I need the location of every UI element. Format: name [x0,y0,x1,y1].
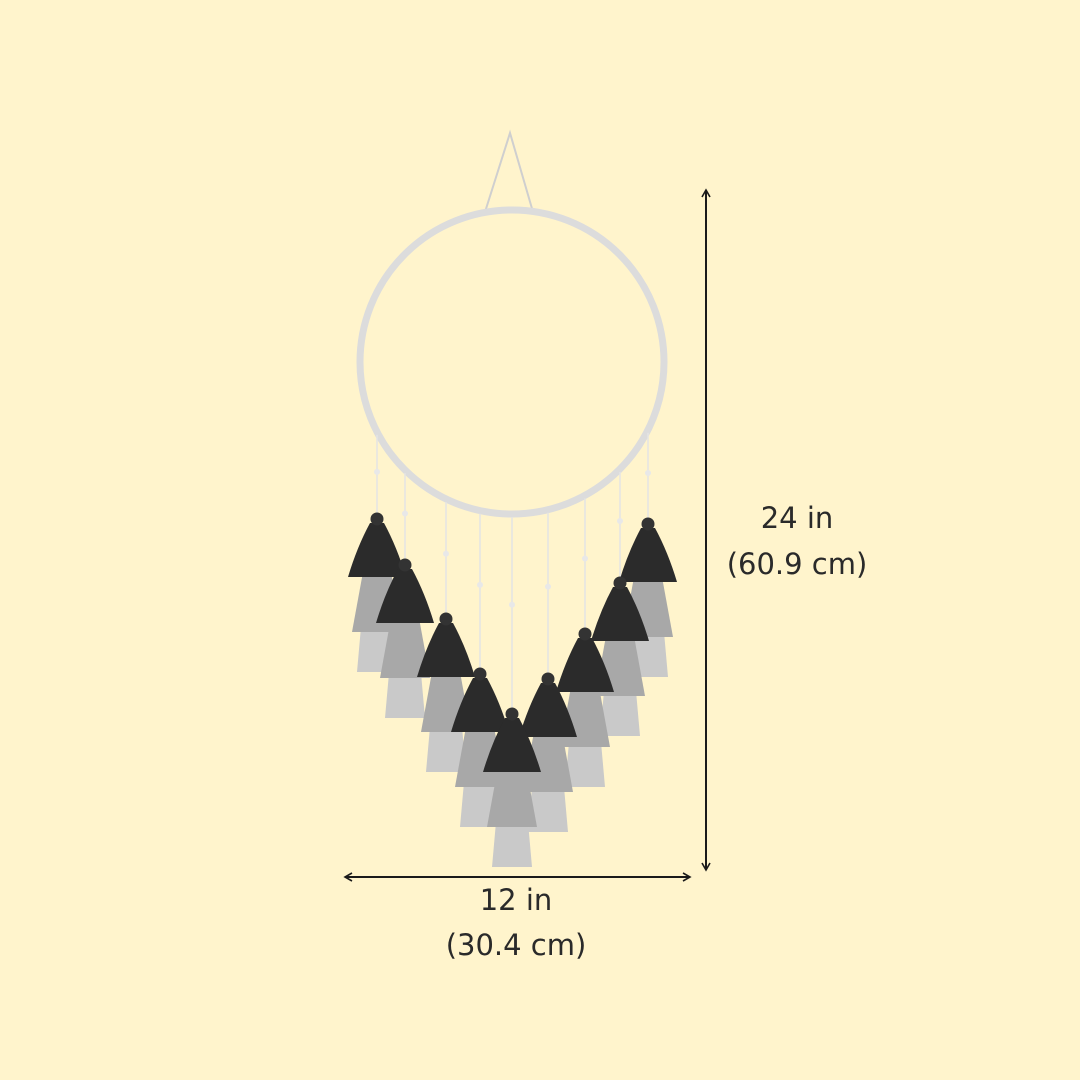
bead [645,469,651,476]
tassel-knob [473,667,487,681]
hoop [356,206,668,518]
bead [374,468,380,475]
tassel-top [417,623,475,677]
height-metric: (60.9 cm) [727,547,868,581]
width-imperial: 12 in [480,883,553,917]
bead [617,518,623,525]
tassel-knob [398,558,412,572]
bead [582,555,588,562]
bead [545,583,551,590]
tassel-top [376,569,434,623]
tassel-middle [523,732,573,792]
tassel-middle [487,767,537,827]
tassel-lower [492,822,532,867]
tassel-top [591,587,649,641]
tassel-knob [641,517,655,531]
bead [509,601,515,608]
width-metric: (30.4 cm) [446,928,587,962]
hanger [484,129,534,213]
tassel-top [519,683,577,737]
tassel-lower [426,727,466,772]
tassel-lower [528,787,568,832]
tassel-knob [370,512,384,526]
tassel-top [556,638,614,692]
dreamcatcher [348,129,677,867]
tassel-top [451,678,509,732]
tassel-top [348,523,406,577]
tassel-lower [385,673,425,718]
tassel-top [483,718,541,772]
tassel-middle [380,618,430,678]
tassel-top [619,528,677,582]
height-imperial: 24 in [761,501,834,535]
tassel-knob [578,627,592,641]
bead [443,550,449,557]
bead [477,581,483,588]
tassel-lower [565,742,605,787]
tassel-knob [505,707,519,721]
bead [402,510,408,517]
tassel-knob [439,612,453,626]
tassel-knob [541,672,555,686]
tassel-knob [613,576,627,590]
tassel-lower [600,691,640,736]
